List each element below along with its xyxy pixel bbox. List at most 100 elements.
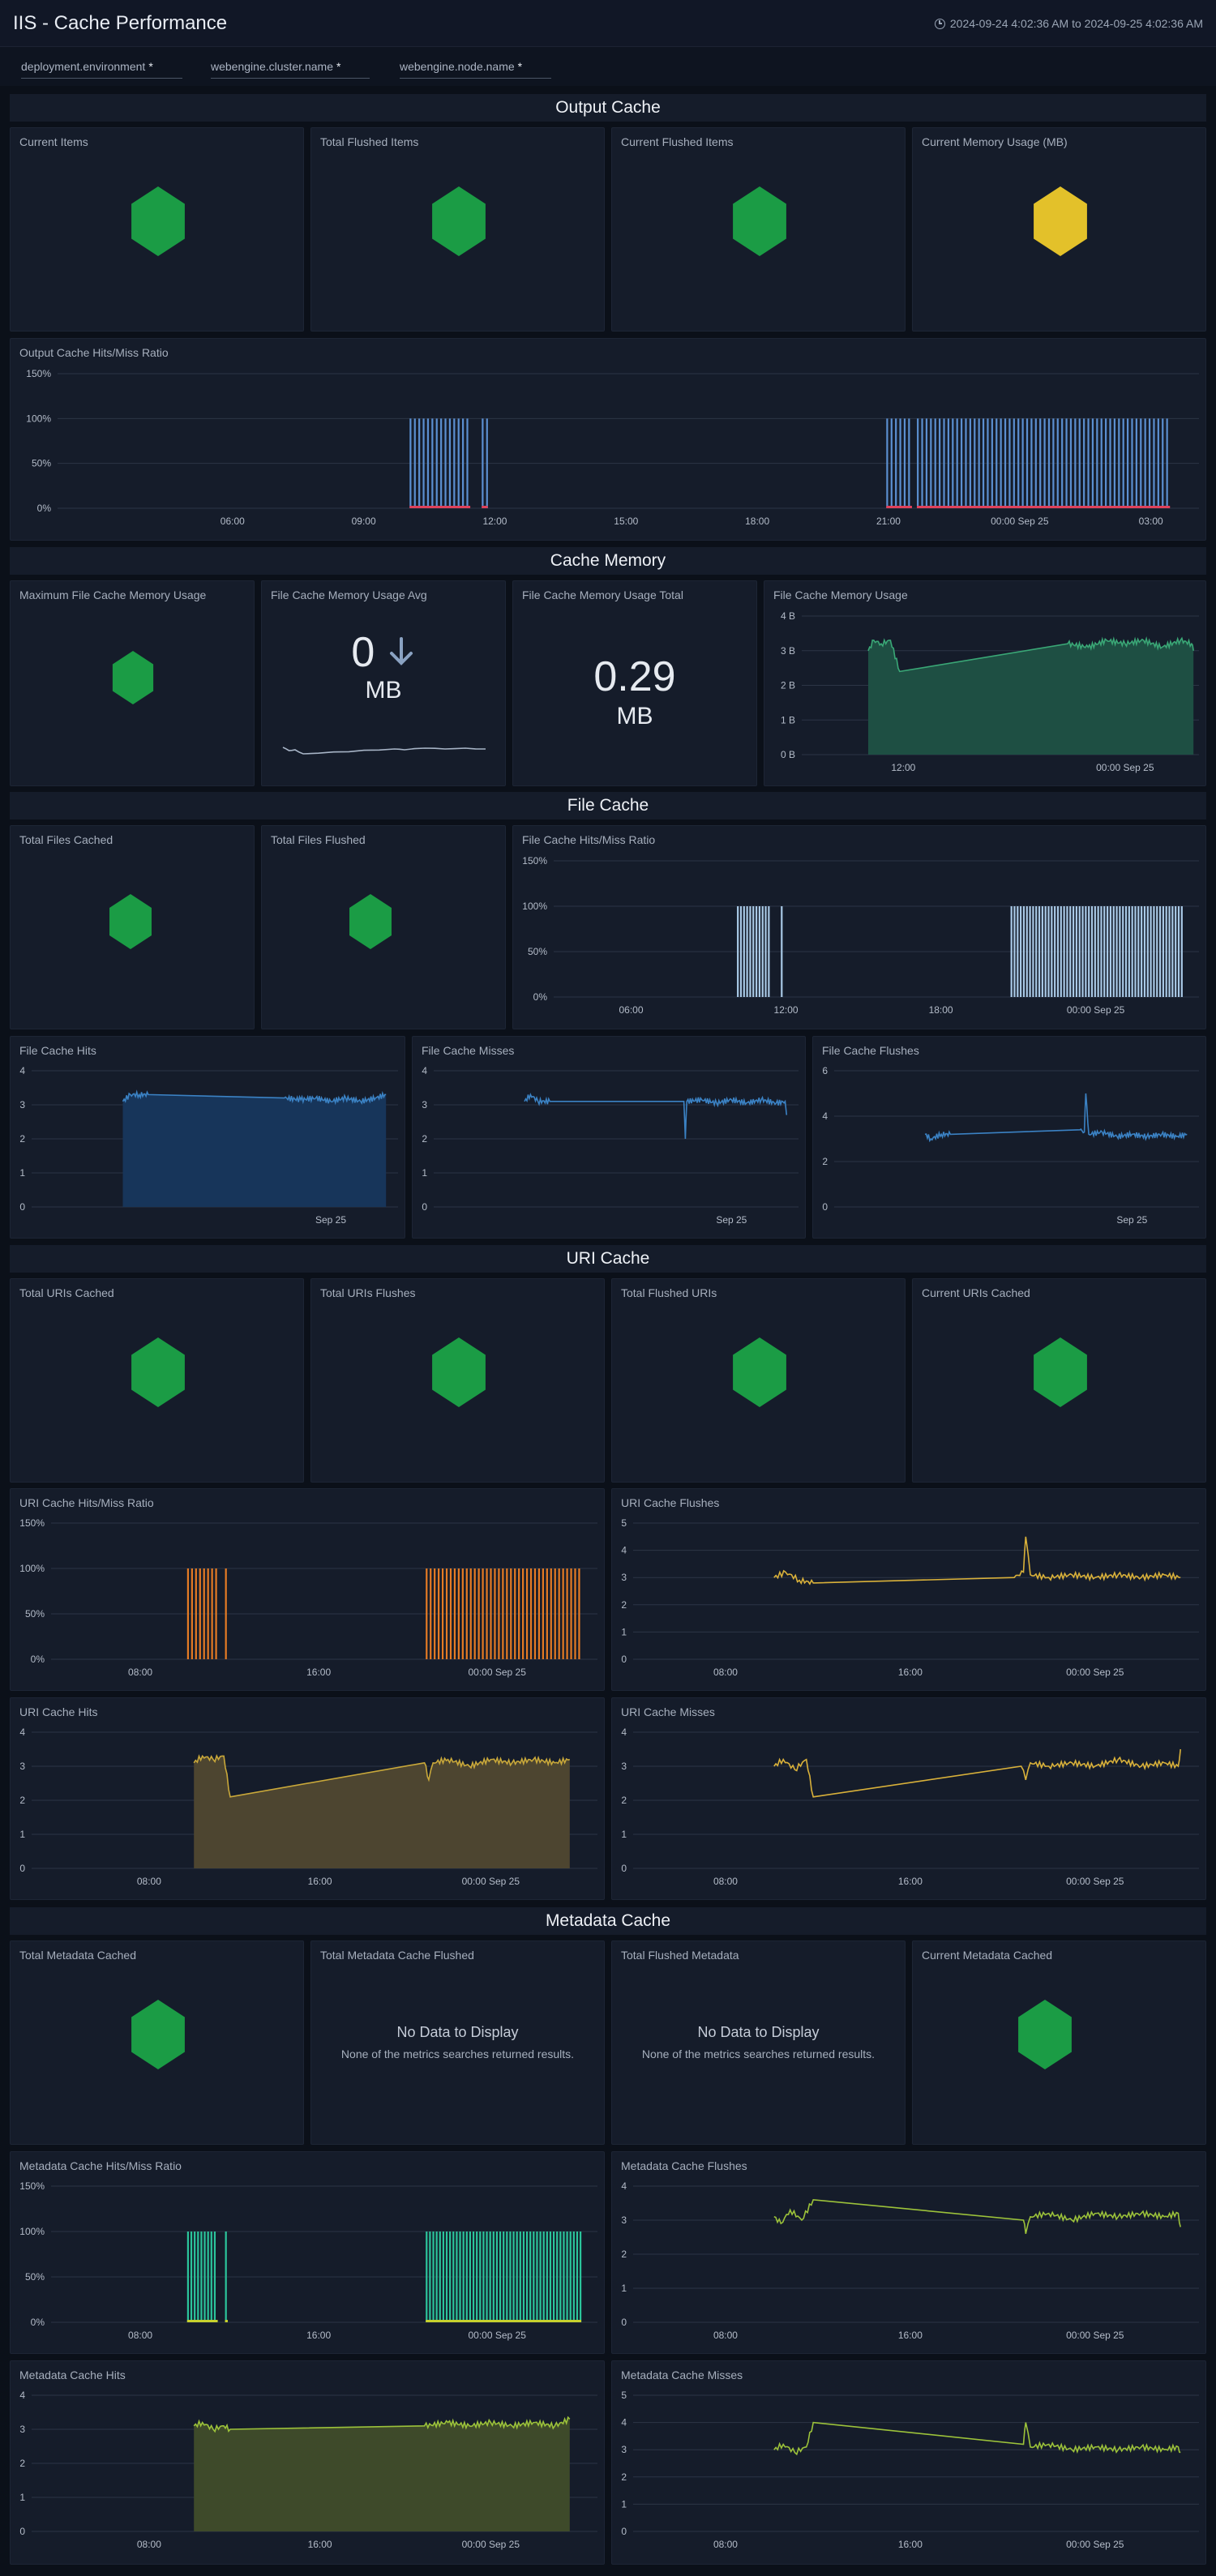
x-tick-label: 12:00 [774, 1004, 799, 1016]
ratio-bar [987, 418, 989, 508]
ratio-bar [1144, 418, 1146, 508]
panel-fc-hits[interactable]: File Cache Hits 0 1 2 3 4 Sep 25 [10, 1036, 405, 1239]
ratio-bar [969, 418, 971, 508]
ratio-bar [1087, 418, 1090, 508]
x-tick-label: 06:00 [619, 1004, 644, 1016]
panel-oc-current-flushed[interactable]: Current Flushed Items [611, 127, 906, 332]
ratio-bar [570, 1568, 572, 1659]
filter-value[interactable]: * [148, 60, 153, 73]
ratio-bar [490, 1568, 492, 1659]
x-tick-label: 00:00 Sep 25 [1067, 1004, 1125, 1016]
panel-fc-misses[interactable]: File Cache Misses 0 1 2 3 4 Sep 25 [412, 1036, 806, 1239]
panel-title: Total Flushed URIs [621, 1286, 717, 1299]
panel-uc-total-flushed[interactable]: Total Flushed URIs [611, 1278, 906, 1483]
panel-uc-flushes[interactable]: URI Cache Flushes 0 1 2 3 4 5 08:00 16:00 00:00 … [611, 1488, 1206, 1691]
ratio-bar [1175, 906, 1177, 997]
ratio-bar [514, 1568, 516, 1659]
panel-uc-hit-ratio[interactable]: URI Cache Hits/Miss Ratio 0% 50% 100% 150% 0… [10, 1488, 605, 1691]
panel-mc-total-flushed[interactable]: Total Metadata Cache Flushed No Data to … [310, 1941, 605, 2145]
panel-uc-misses[interactable]: URI Cache Misses 0 1 2 3 4 08:00 16:00 00:00 Se… [611, 1697, 1206, 1900]
x-tick-label: 00:00 Sep 25 [991, 516, 1049, 527]
panel-mc-hit-ratio[interactable]: Metadata Cache Hits/Miss Ratio 0% 50% 100%… [10, 2151, 605, 2354]
panel-uc-total-cached[interactable]: Total URIs Cached [10, 1278, 304, 1483]
panel-title: URI Cache Hits [19, 1705, 98, 1718]
panel-fc-total-flushed[interactable]: Total Files Flushed [261, 825, 506, 1029]
panel-title: URI Cache Misses [621, 1705, 715, 1718]
ratio-bar [194, 2232, 196, 2322]
oc-hit-ratio-chart: 0% 50% 100% 150% 06:00 09:00 12:00 15:00 18:00 21… [26, 368, 1199, 527]
ratio-bar [539, 2232, 542, 2322]
y-tick-label: 6 [822, 1065, 828, 1076]
y-tick-label: 4 [621, 1727, 627, 1738]
panel-title: Metadata Cache Hits/Miss Ratio [19, 2159, 182, 2172]
x-tick-label: 00:00 Sep 25 [469, 2330, 527, 2341]
x-tick-label: 15:00 [614, 516, 638, 527]
filter-webengine-node-name[interactable]: webengine.node.name * [400, 60, 552, 79]
panel-cm-usage-avg[interactable]: File Cache Memory Usage Avg 0 MB [261, 580, 506, 786]
filter-label: webengine.node.name [400, 60, 515, 73]
ratio-bar [465, 1568, 468, 1659]
panel-mc-flushed-metadata[interactable]: Total Flushed Metadata No Data to Displa… [611, 1941, 906, 2145]
ratio-bar [1035, 906, 1038, 997]
ratio-bar [739, 906, 743, 997]
ratio-bar [886, 418, 888, 508]
ratio-bar [438, 1568, 440, 1659]
panel-mc-total-cached[interactable]: Total Metadata Cached [10, 1941, 304, 2145]
filter-value[interactable]: * [336, 60, 341, 73]
ratio-bar [1113, 418, 1116, 508]
panel-fc-flushes[interactable]: File Cache Flushes 0 2 4 6 Sep 25 [812, 1036, 1206, 1239]
panel-fc-total-cached[interactable]: Total Files Cached [10, 825, 255, 1029]
ratio-bar [506, 2232, 508, 2322]
panel-mc-misses[interactable]: Metadata Cache Misses 0 1 2 3 4 5 08:00 16:00 00… [611, 2360, 1206, 2565]
ratio-bar [509, 2232, 512, 2322]
y-tick-label: 4 [621, 2180, 627, 2192]
panel-cm-max-usage[interactable]: Maximum File Cache Memory Usage [10, 580, 255, 786]
panel-title: URI Cache Flushes [621, 1496, 720, 1509]
ratio-bar [486, 1568, 488, 1659]
y-tick-label: 0 [621, 1654, 627, 1665]
x-tick-label: 00:00 Sep 25 [1066, 1876, 1124, 1887]
time-range-picker[interactable]: 2024-09-24 4:02:36 AM to 2024-09-25 4:02… [934, 17, 1203, 30]
ratio-bar [1180, 906, 1183, 997]
ratio-bar [186, 2232, 190, 2322]
panel-title: File Cache Hits/Miss Ratio [522, 833, 656, 846]
ratio-bar [1168, 906, 1171, 997]
panel-uc-current-cached[interactable]: Current URIs Cached [912, 1278, 1206, 1483]
green-hexagon-icon [109, 894, 152, 949]
panel-cm-usage[interactable]: File Cache Memory Usage 0 B 1 B 2 B 3 B 4 B 1… [764, 580, 1206, 786]
ratio-bar [1153, 906, 1155, 997]
y-tick-label: 2 [19, 1133, 25, 1145]
ratio-bar [559, 2232, 562, 2322]
panel-oc-total-flushed[interactable]: Total Flushed Items [310, 127, 605, 332]
filter-value[interactable]: * [517, 60, 523, 73]
ratio-bar [1122, 906, 1124, 997]
panel-mc-current-cached[interactable]: Current Metadata Cached [912, 1941, 1206, 2145]
panel-oc-hit-ratio[interactable]: Output Cache Hits/Miss Ratio 0% 50% 100% 15… [10, 338, 1206, 541]
filter-deployment-environment[interactable]: deployment.environment * [21, 60, 182, 79]
panel-oc-current-items[interactable]: Current Items [10, 127, 304, 332]
ratio-bar [1115, 906, 1118, 997]
panel-mc-flushes[interactable]: Metadata Cache Flushes 0 1 2 3 4 08:00 16:00 00… [611, 2151, 1206, 2354]
ratio-bar [503, 2232, 505, 2322]
ratio-bar [512, 2232, 515, 2322]
ratio-bar [542, 2232, 545, 2322]
panel-oc-memory-usage[interactable]: Current Memory Usage (MB) [912, 127, 1206, 332]
series-line [193, 2416, 571, 2433]
ratio-bar [1017, 906, 1019, 997]
x-tick-label: 08:00 [713, 1876, 738, 1887]
panel-uc-hits[interactable]: URI Cache Hits 0 1 2 3 4 08:00 16:00 00:00 Sep … [10, 1697, 605, 1900]
x-tick-label: 16:00 [306, 2330, 331, 2341]
panel-uc-total-flushes[interactable]: Total URIs Flushes [310, 1278, 605, 1483]
x-tick-label: 16:00 [898, 1876, 923, 1887]
y-tick-label: 1 [621, 1829, 627, 1840]
ratio-bar [1091, 418, 1094, 508]
ratio-bar [1020, 906, 1022, 997]
panel-mc-hits[interactable]: Metadata Cache Hits 0 1 2 3 4 08:00 16:00 00:00… [10, 2360, 605, 2565]
ratio-bar [203, 2232, 206, 2322]
filter-webengine-cluster-name[interactable]: webengine.cluster.name * [211, 60, 370, 79]
y-tick-label: 4 [19, 1727, 25, 1738]
ratio-bar [1103, 906, 1106, 997]
panel-cm-usage-total[interactable]: File Cache Memory Usage Total 0.29 MB [512, 580, 757, 786]
panel-fc-hit-ratio[interactable]: File Cache Hits/Miss Ratio 0% 50% 100% 150%… [512, 825, 1206, 1029]
ratio-bar [207, 2232, 209, 2322]
